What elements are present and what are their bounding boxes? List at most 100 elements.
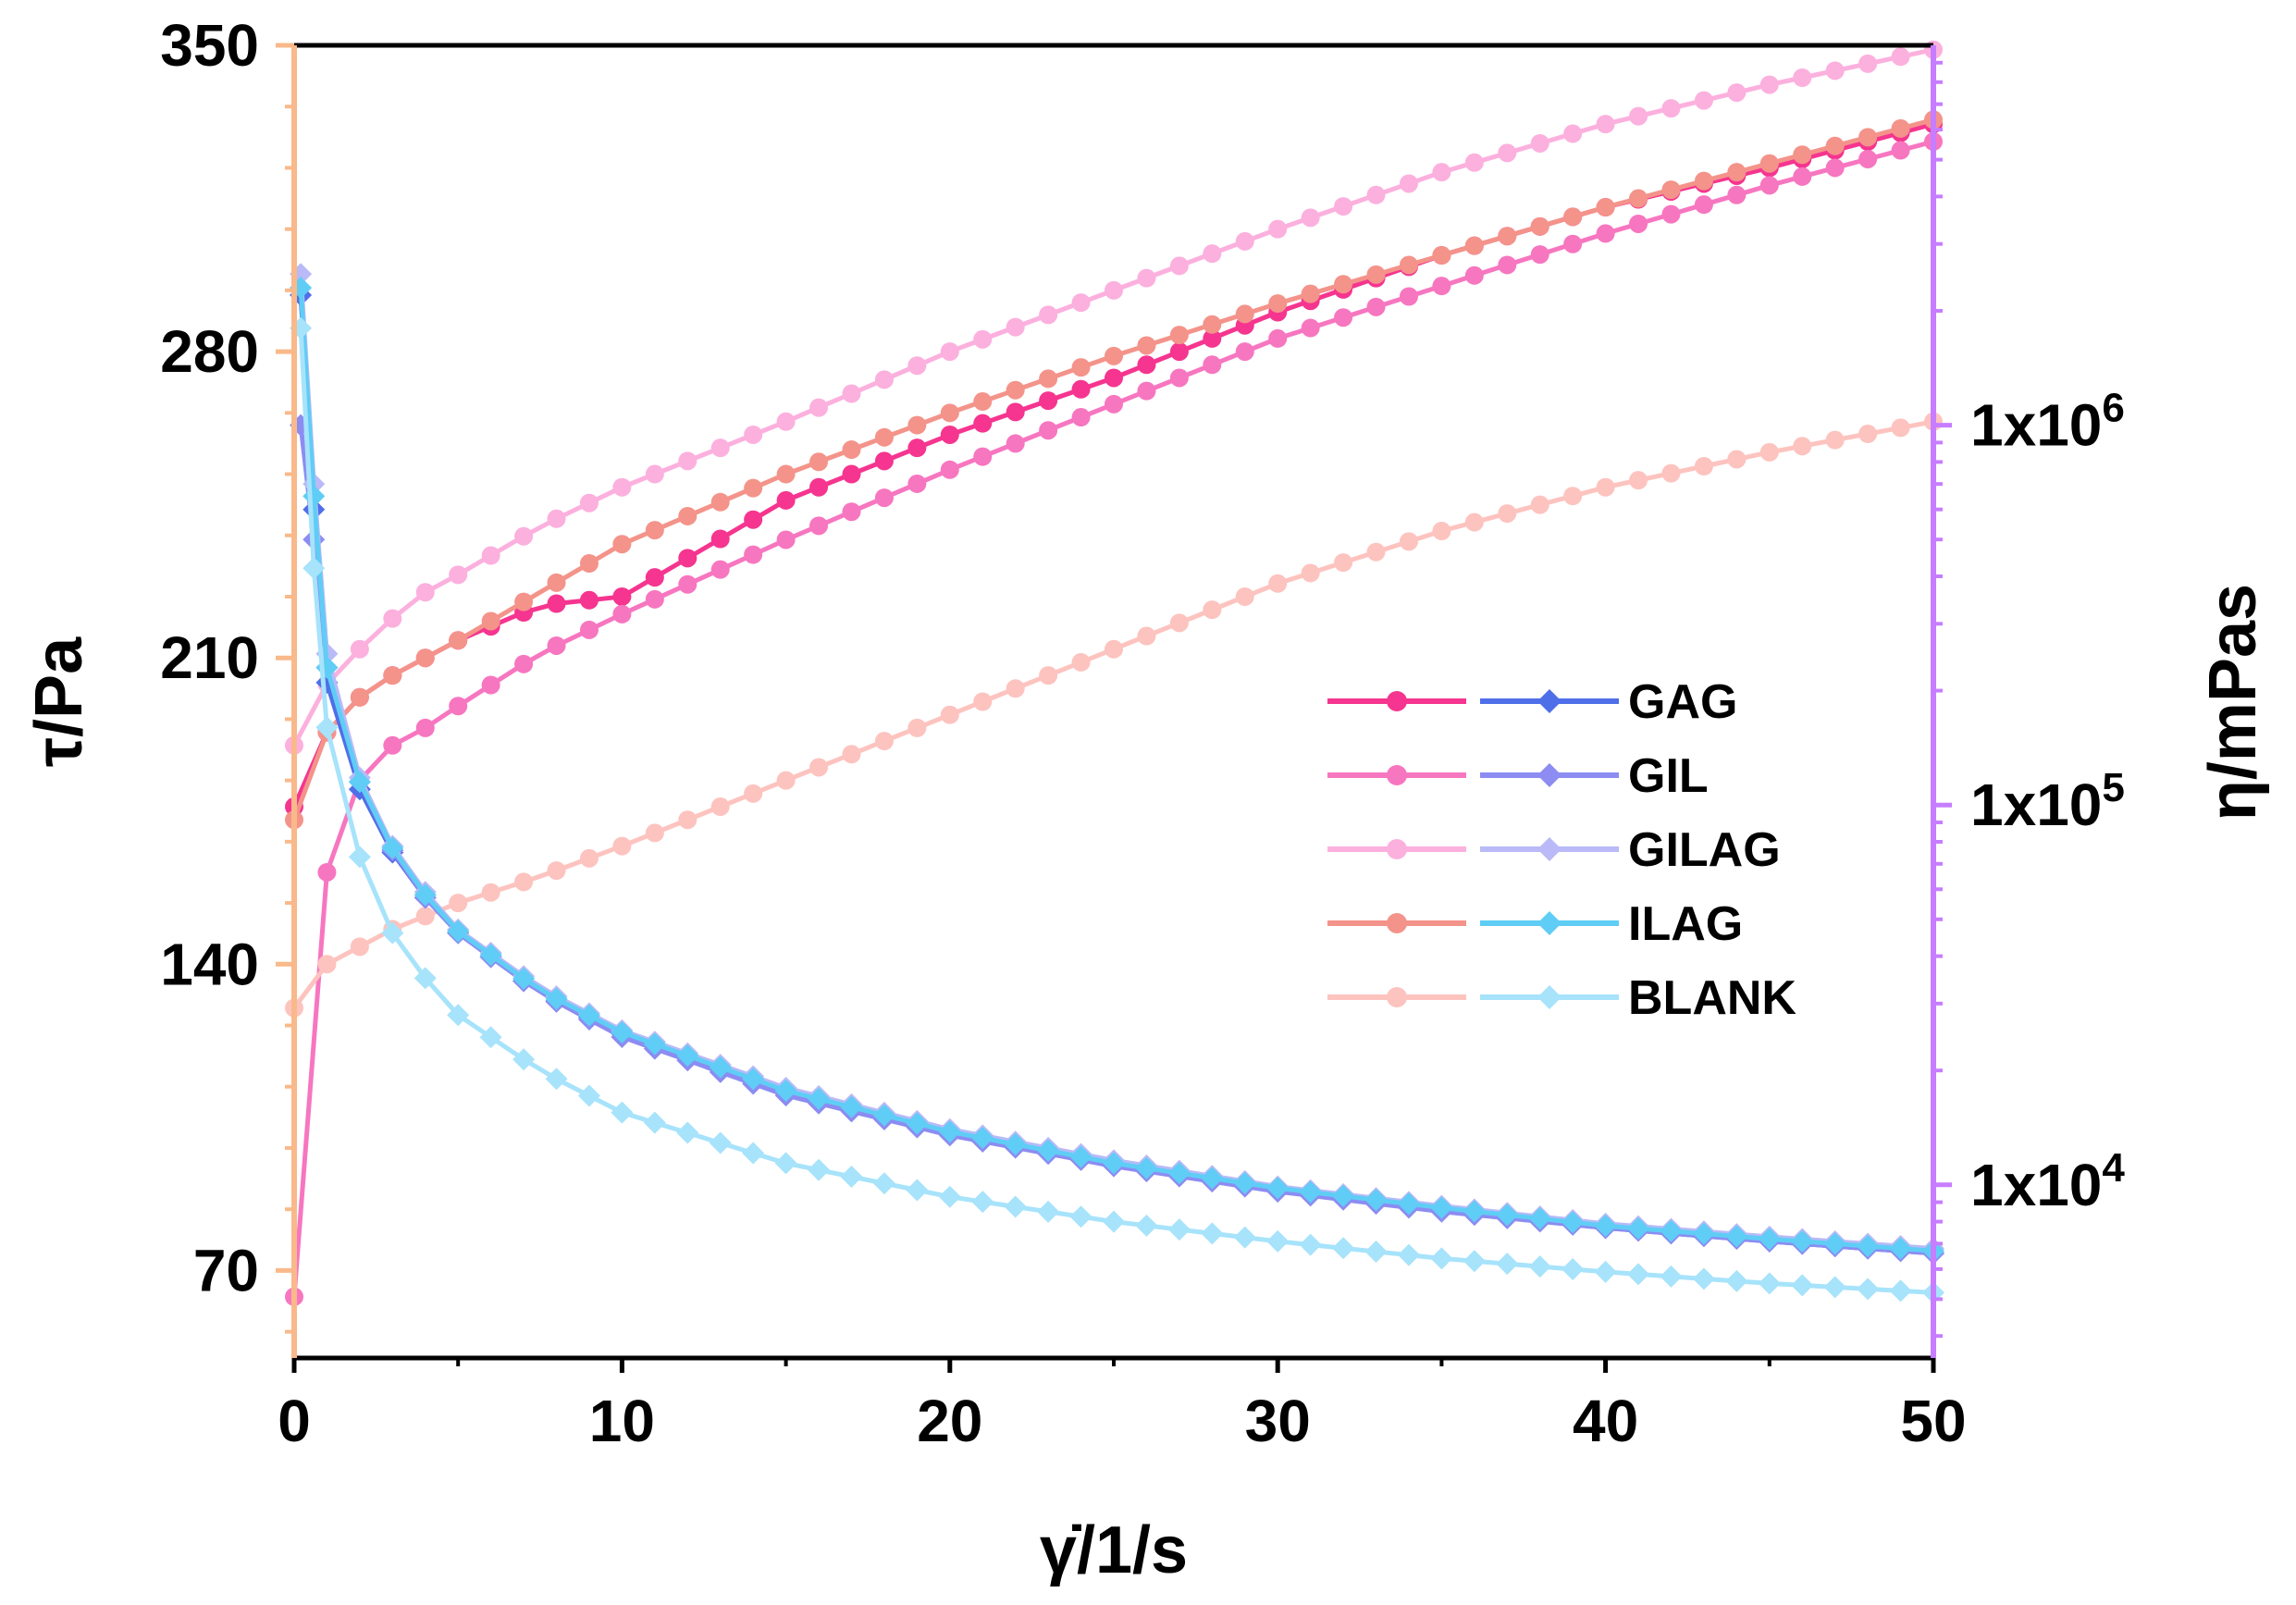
viscosity-point — [577, 1084, 600, 1107]
stress-point — [317, 862, 337, 882]
stress-point — [1694, 195, 1713, 215]
stress-point — [1169, 326, 1189, 345]
viscosity-point — [1496, 1253, 1519, 1276]
viscosity-point — [348, 846, 371, 869]
legend-viscosity-marker — [1537, 689, 1562, 713]
stress-point — [1366, 542, 1386, 562]
viscosity-point — [1004, 1195, 1027, 1218]
stress-point — [1727, 83, 1747, 103]
stress-point — [1563, 124, 1583, 143]
stress-point — [547, 594, 566, 613]
stress-point — [1432, 277, 1451, 296]
stress-point — [383, 609, 402, 628]
viscosity-point — [808, 1158, 831, 1181]
stress-point — [481, 611, 500, 631]
viscosity-point — [676, 1044, 699, 1068]
viscosity-point — [1594, 1260, 1617, 1283]
stress-point — [1039, 421, 1058, 440]
viscosity-point — [414, 967, 437, 990]
stress-point — [1268, 294, 1288, 314]
viscosity-point — [414, 883, 437, 907]
tick-label-exponent: 5 — [2102, 765, 2124, 810]
viscosity-point — [1430, 1196, 1453, 1219]
stress-point — [514, 654, 534, 673]
viscosity-point — [1627, 1216, 1650, 1240]
viscosity-point — [971, 1191, 994, 1214]
viscosity-point — [872, 1172, 895, 1195]
stress-point — [415, 583, 435, 602]
stress-point — [907, 356, 927, 376]
viscosity-point — [1397, 1192, 1420, 1216]
stress-point — [1334, 197, 1353, 216]
stress-point — [514, 872, 534, 892]
stress-point — [1464, 236, 1484, 255]
stress-point — [1399, 255, 1418, 275]
stress-point — [415, 648, 435, 668]
stress-point — [1498, 143, 1517, 163]
viscosity-point — [447, 920, 470, 943]
stress-point — [874, 488, 894, 508]
viscosity-point — [1725, 1225, 1748, 1248]
viscosity-point — [774, 1079, 797, 1102]
stress-point — [1235, 231, 1254, 251]
stress-point — [645, 521, 664, 540]
stress-point — [710, 529, 730, 549]
viscosity-point — [1660, 1219, 1683, 1242]
stress-point — [809, 758, 829, 777]
legend-stress-marker — [1387, 765, 1407, 785]
stress-point — [1399, 174, 1418, 193]
stress-point — [1629, 189, 1648, 208]
stress-point — [514, 592, 534, 611]
stress-point — [1563, 487, 1583, 506]
stress-point — [973, 692, 993, 711]
viscosity-point — [545, 987, 568, 1010]
viscosity-point — [302, 557, 326, 580]
viscosity-point — [1430, 1247, 1453, 1270]
viscosity-point — [1069, 1205, 1092, 1228]
stress-point — [1891, 118, 1910, 138]
viscosity-point — [512, 967, 536, 990]
stress-point — [449, 565, 468, 585]
legend-entry-gilag: GILAG — [1327, 823, 1781, 877]
stress-point — [809, 516, 829, 536]
stress-point — [1137, 268, 1156, 288]
stress-point — [1039, 666, 1058, 685]
stress-point — [1891, 141, 1910, 160]
stress-point — [1596, 198, 1615, 217]
stress-point — [1629, 106, 1648, 126]
stress-point — [940, 342, 959, 362]
viscosity-point — [1857, 1235, 1880, 1258]
stress-point — [1105, 368, 1123, 388]
viscosity-point — [1004, 1132, 1027, 1155]
stress-point — [383, 735, 402, 755]
stress-point — [1105, 639, 1123, 659]
viscosity-point — [1332, 1237, 1355, 1260]
viscosity-point — [611, 1101, 634, 1124]
left-y-tick-label: 280 — [160, 318, 259, 385]
stress-point — [1366, 185, 1386, 204]
legend-entry-blank: BLANK — [1327, 971, 1796, 1025]
stress-point — [1498, 504, 1517, 524]
legend-entry-ilag: ILAG — [1327, 897, 1743, 951]
stress-point — [1694, 457, 1713, 476]
stress-point — [1006, 317, 1025, 337]
viscosity-point — [840, 1165, 863, 1188]
stress-point — [579, 493, 599, 512]
stress-point — [874, 451, 894, 471]
stress-point — [842, 745, 861, 764]
viscosity-point — [479, 944, 502, 967]
stress-point — [678, 506, 697, 525]
legend-stress-marker — [1387, 691, 1407, 711]
stress-point — [776, 412, 796, 431]
stress-point — [449, 697, 468, 716]
viscosity-point — [1266, 1177, 1290, 1200]
stress-point — [1006, 402, 1025, 422]
viscosity-point — [1299, 1233, 1322, 1256]
stress-point — [940, 460, 959, 479]
viscosity-point — [1201, 1167, 1224, 1190]
viscosity-point — [1823, 1276, 1846, 1299]
stress-point — [1301, 284, 1320, 303]
stress-point — [1268, 328, 1288, 348]
stress-point — [710, 492, 730, 512]
